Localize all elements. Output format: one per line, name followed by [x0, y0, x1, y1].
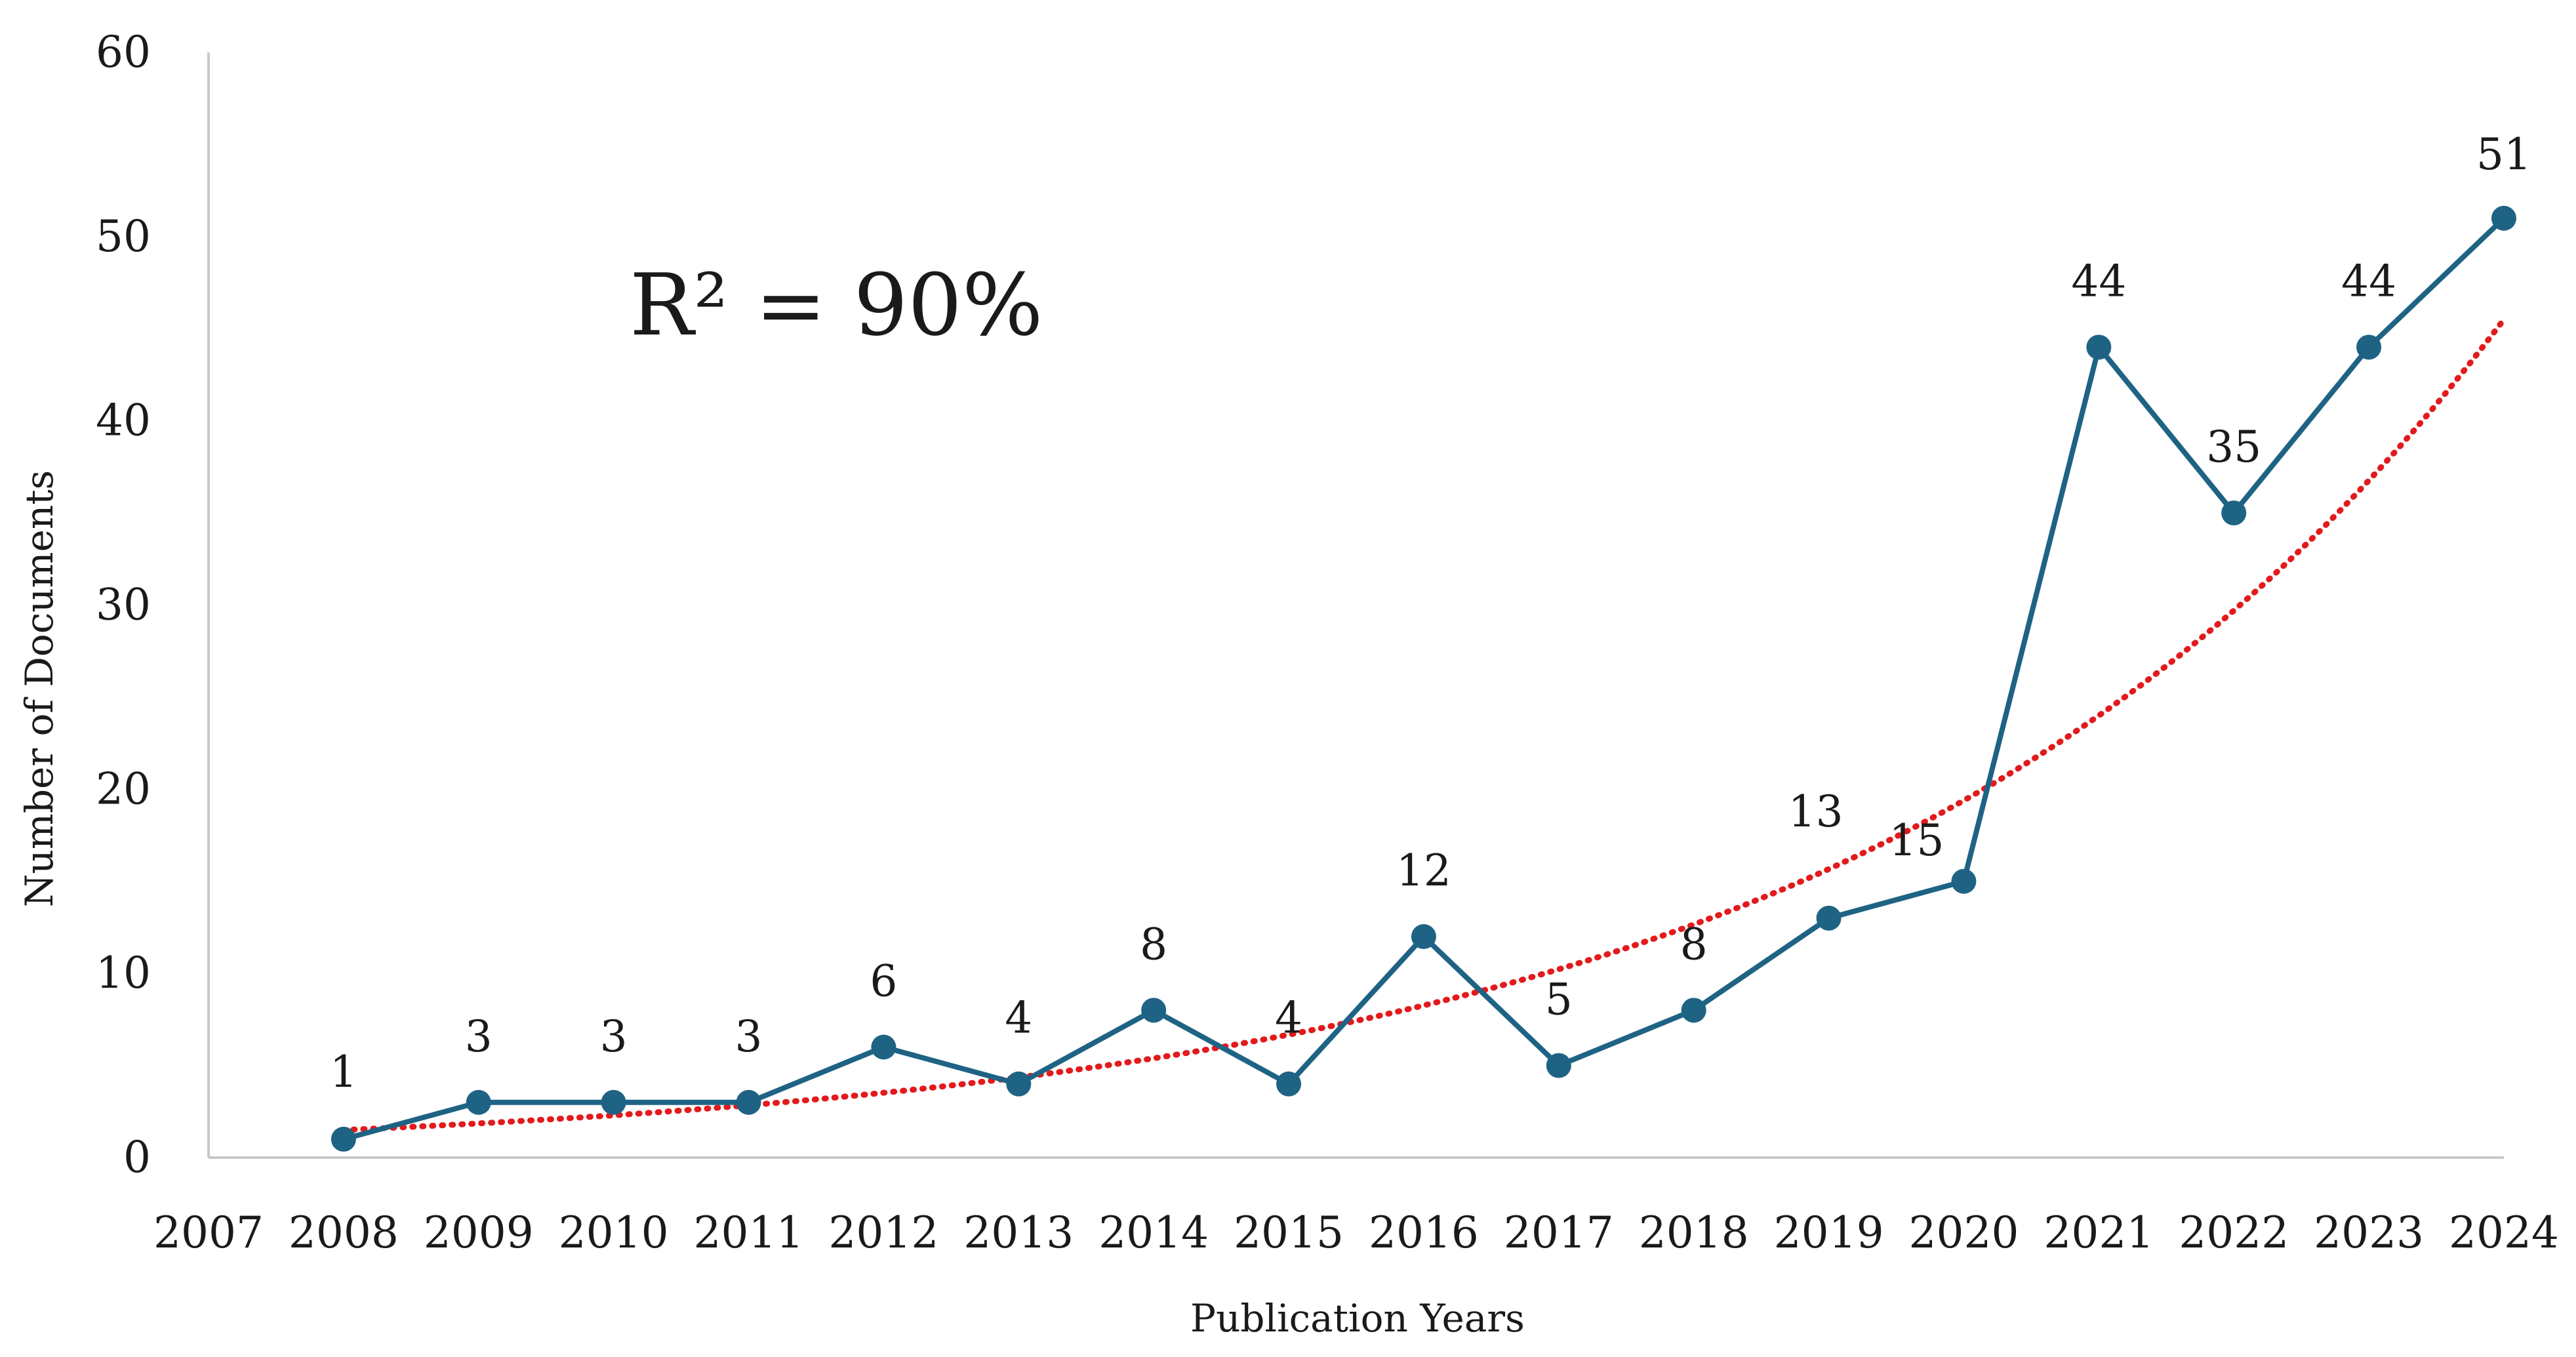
data-point [1816, 905, 1841, 931]
data-label: 15 [1889, 815, 1944, 866]
data-point [1951, 868, 1977, 894]
y-tick-label: 40 [96, 395, 151, 446]
data-label: 5 [1545, 975, 1573, 1025]
data-label: 4 [1005, 993, 1032, 1043]
data-point [2221, 500, 2247, 526]
data-label: 8 [1140, 919, 1167, 969]
data-label: 44 [2341, 256, 2396, 306]
x-axis-title: Publication Years [1190, 1296, 1525, 1341]
data-label: 13 [1788, 786, 1843, 837]
y-tick-label: 50 [96, 211, 151, 262]
x-tick-label: 2023 [2314, 1207, 2424, 1258]
data-label: 12 [1396, 845, 1451, 896]
x-tick-label: 2017 [1504, 1207, 1614, 1258]
data-point [1681, 998, 1706, 1023]
data-point [2491, 205, 2516, 231]
y-axis-title: Number of Documents [17, 470, 62, 908]
x-tick-label: 2018 [1639, 1207, 1749, 1258]
data-point [1141, 998, 1167, 1023]
axes: 0 10 20 30 40 50 60 2007 2008 2009 2010 2011 2012 201… [96, 27, 2559, 1258]
x-tick-label: 2013 [963, 1207, 1074, 1258]
x-tick-label: 2014 [1098, 1207, 1209, 1258]
data-label: 8 [1680, 919, 1708, 969]
data-point [1411, 924, 1436, 949]
series-line [342, 216, 2506, 1142]
data-label: 3 [735, 1011, 763, 1062]
data-label: 6 [870, 956, 897, 1007]
data-point [1006, 1071, 1032, 1097]
data-point [871, 1034, 896, 1060]
y-tick-label: 10 [96, 948, 151, 998]
data-label: 3 [465, 1011, 493, 1062]
series-layer [331, 205, 2516, 1152]
data-label: 35 [2206, 422, 2261, 472]
data-point [1546, 1053, 1571, 1078]
x-tick-label: 2019 [1774, 1207, 1884, 1258]
x-tick-label: 2007 [153, 1207, 264, 1258]
data-point [1276, 1071, 1302, 1097]
x-tick-label: 2020 [1908, 1207, 2019, 1258]
data-label: 4 [1275, 993, 1302, 1043]
data-point [2086, 334, 2112, 360]
trendline [340, 316, 2507, 1133]
data-point [736, 1089, 761, 1115]
trendline-layer [340, 316, 2507, 1133]
x-tick-label: 2010 [559, 1207, 669, 1258]
x-tick-label: 2021 [2043, 1207, 2154, 1258]
data-point [331, 1126, 356, 1152]
x-tick-label: 2012 [828, 1207, 938, 1258]
x-tick-label: 2016 [1369, 1207, 1479, 1258]
data-label: 44 [2071, 256, 2126, 306]
r-squared-annotation: R² = 90% [630, 255, 1043, 355]
x-tick-label: 2008 [289, 1207, 399, 1258]
x-tick-label: 2009 [424, 1207, 534, 1258]
data-point [2356, 334, 2382, 360]
x-tick-label: 2011 [694, 1207, 804, 1258]
x-tick-label: 2015 [1234, 1207, 1344, 1258]
y-tick-label: 0 [123, 1132, 151, 1183]
data-label: 1 [330, 1047, 357, 1097]
data-point [601, 1089, 626, 1115]
y-tick-label: 30 [96, 580, 151, 630]
x-tick-label: 2024 [2449, 1207, 2559, 1258]
data-label: 51 [2476, 129, 2531, 180]
data-label: 3 [600, 1011, 628, 1062]
x-tick-label: 2022 [2179, 1207, 2289, 1258]
data-point [466, 1089, 491, 1115]
y-tick-label: 20 [96, 763, 151, 814]
y-tick-label: 60 [96, 27, 151, 77]
